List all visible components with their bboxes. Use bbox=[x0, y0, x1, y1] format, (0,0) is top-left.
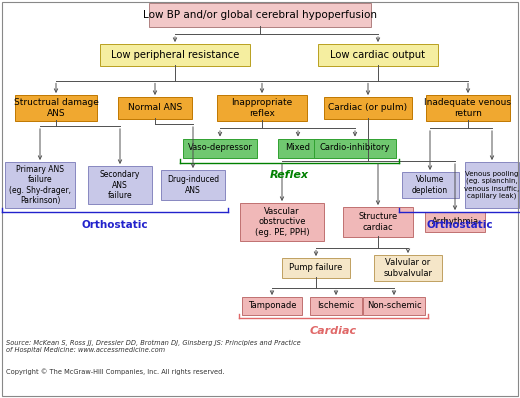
FancyBboxPatch shape bbox=[314, 139, 396, 158]
FancyBboxPatch shape bbox=[425, 212, 485, 232]
Text: Source: McKean S, Ross JJ, Dressler DD, Brotman DJ, Ginsberg JS: Principles and : Source: McKean S, Ross JJ, Dressler DD, … bbox=[6, 340, 301, 353]
Text: Primary ANS
failure
(eg. Shy-drager,
Parkinson): Primary ANS failure (eg. Shy-drager, Par… bbox=[9, 165, 71, 205]
Text: Valvular or
subvalvular: Valvular or subvalvular bbox=[384, 258, 433, 278]
Text: Inappropriate
reflex: Inappropriate reflex bbox=[231, 98, 293, 118]
FancyBboxPatch shape bbox=[242, 297, 302, 315]
FancyBboxPatch shape bbox=[5, 162, 75, 208]
Text: Low cardiac output: Low cardiac output bbox=[331, 50, 425, 60]
Text: Arrhythmia: Arrhythmia bbox=[432, 217, 478, 226]
Text: Ischemic: Ischemic bbox=[317, 302, 355, 310]
Text: Structure
cardiac: Structure cardiac bbox=[358, 212, 398, 232]
Text: Cardio-inhibitory: Cardio-inhibitory bbox=[320, 144, 390, 152]
Text: Orthostatic: Orthostatic bbox=[427, 220, 493, 230]
FancyBboxPatch shape bbox=[15, 95, 97, 121]
Text: Orthostatic: Orthostatic bbox=[82, 220, 148, 230]
Text: Cardiac (or pulm): Cardiac (or pulm) bbox=[329, 103, 408, 113]
Text: Volume
depletion: Volume depletion bbox=[412, 175, 448, 195]
FancyBboxPatch shape bbox=[118, 97, 192, 119]
FancyBboxPatch shape bbox=[426, 95, 510, 121]
Text: Structrual damage
ANS: Structrual damage ANS bbox=[14, 98, 98, 118]
Text: Pump failure: Pump failure bbox=[289, 263, 343, 273]
FancyBboxPatch shape bbox=[278, 139, 318, 158]
Text: Venous pooling
(eg. splanchin,
venous insuffic,
capillary leak): Venous pooling (eg. splanchin, venous in… bbox=[464, 171, 519, 199]
Text: Mixed: Mixed bbox=[285, 144, 310, 152]
FancyBboxPatch shape bbox=[217, 95, 307, 121]
FancyBboxPatch shape bbox=[401, 172, 459, 198]
FancyBboxPatch shape bbox=[161, 170, 225, 200]
FancyBboxPatch shape bbox=[374, 255, 442, 281]
Text: Copyright © The McGraw-Hill Companies, Inc. All rights reserved.: Copyright © The McGraw-Hill Companies, I… bbox=[6, 368, 225, 375]
Text: Tamponade: Tamponade bbox=[248, 302, 296, 310]
FancyBboxPatch shape bbox=[88, 166, 152, 204]
Text: Vaso-depressor: Vaso-depressor bbox=[188, 144, 252, 152]
FancyBboxPatch shape bbox=[465, 162, 519, 208]
FancyBboxPatch shape bbox=[183, 139, 257, 158]
Text: Inadequate venous
return: Inadequate venous return bbox=[424, 98, 512, 118]
FancyBboxPatch shape bbox=[310, 297, 362, 315]
FancyBboxPatch shape bbox=[100, 44, 250, 66]
FancyBboxPatch shape bbox=[343, 207, 413, 237]
Text: Non-schemic: Non-schemic bbox=[367, 302, 421, 310]
FancyBboxPatch shape bbox=[318, 44, 438, 66]
Text: Low peripheral resistance: Low peripheral resistance bbox=[111, 50, 239, 60]
Text: Secondary
ANS
failure: Secondary ANS failure bbox=[100, 170, 140, 200]
Text: Vascular
obstructive
(eg. PE, PPH): Vascular obstructive (eg. PE, PPH) bbox=[255, 207, 309, 237]
Text: Normal ANS: Normal ANS bbox=[128, 103, 182, 113]
FancyBboxPatch shape bbox=[282, 258, 350, 278]
Text: Reflex: Reflex bbox=[270, 170, 309, 181]
FancyBboxPatch shape bbox=[363, 297, 425, 315]
FancyBboxPatch shape bbox=[324, 97, 412, 119]
FancyBboxPatch shape bbox=[149, 3, 371, 27]
Text: Cardiac: Cardiac bbox=[310, 326, 357, 336]
Text: Low BP and/or global cerebral hypoperfusion: Low BP and/or global cerebral hypoperfus… bbox=[143, 10, 377, 20]
Text: Drug-induced
ANS: Drug-induced ANS bbox=[167, 175, 219, 195]
FancyBboxPatch shape bbox=[240, 203, 324, 241]
